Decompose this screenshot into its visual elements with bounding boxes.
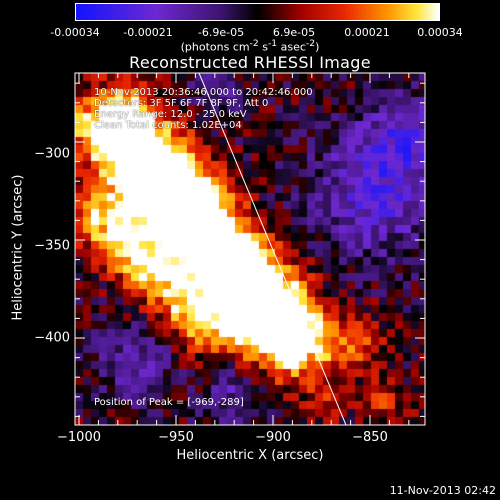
y-tick-label: −400 xyxy=(34,330,70,346)
info-clean-counts: Clean Total counts: 1.02E+04 xyxy=(94,120,242,131)
colorbar xyxy=(75,3,440,21)
image-title: Reconstructed RHESSI Image xyxy=(129,53,371,72)
y-axis-label: Heliocentric Y (arcsec) xyxy=(10,174,26,321)
timestamp: 11-Nov-2013 02:42 xyxy=(389,484,496,497)
x-tick-label: −850 xyxy=(352,430,388,445)
colorbar-tick-label: 0.00021 xyxy=(344,26,390,39)
y-tick-label: −350 xyxy=(34,238,70,254)
colorbar-tick-label: 6.9e-05 xyxy=(272,26,316,39)
colorbar-units: (photons cm-2 s-1 asec-2) xyxy=(180,38,320,54)
colorbar-tick-label: -0.00021 xyxy=(123,26,173,39)
colorbar-tick-label: 0.00034 xyxy=(417,26,463,39)
peak-position: Position of Peak = [-969,-289] xyxy=(94,397,244,408)
info-detectors: Detectors: 3F 5F 6F 7F 8F 9F, Att 0 xyxy=(94,98,269,109)
colorbar-tick-label: -0.00034 xyxy=(50,26,100,39)
x-tick-label: −1000 xyxy=(57,430,101,445)
info-energy-range: Energy Range: 12.0 - 25.0 keV xyxy=(94,109,247,120)
info-time-range: 10-Nov-2013 20:36:46.000 to 20:42:46.000 xyxy=(94,87,313,98)
x-axis-label: Heliocentric X (arcsec) xyxy=(176,448,324,463)
x-tick-label: −950 xyxy=(158,430,194,445)
colorbar-tick-label: -6.9e-05 xyxy=(197,26,245,39)
y-tick-label: −300 xyxy=(34,146,70,162)
x-tick-label: −900 xyxy=(255,430,291,445)
